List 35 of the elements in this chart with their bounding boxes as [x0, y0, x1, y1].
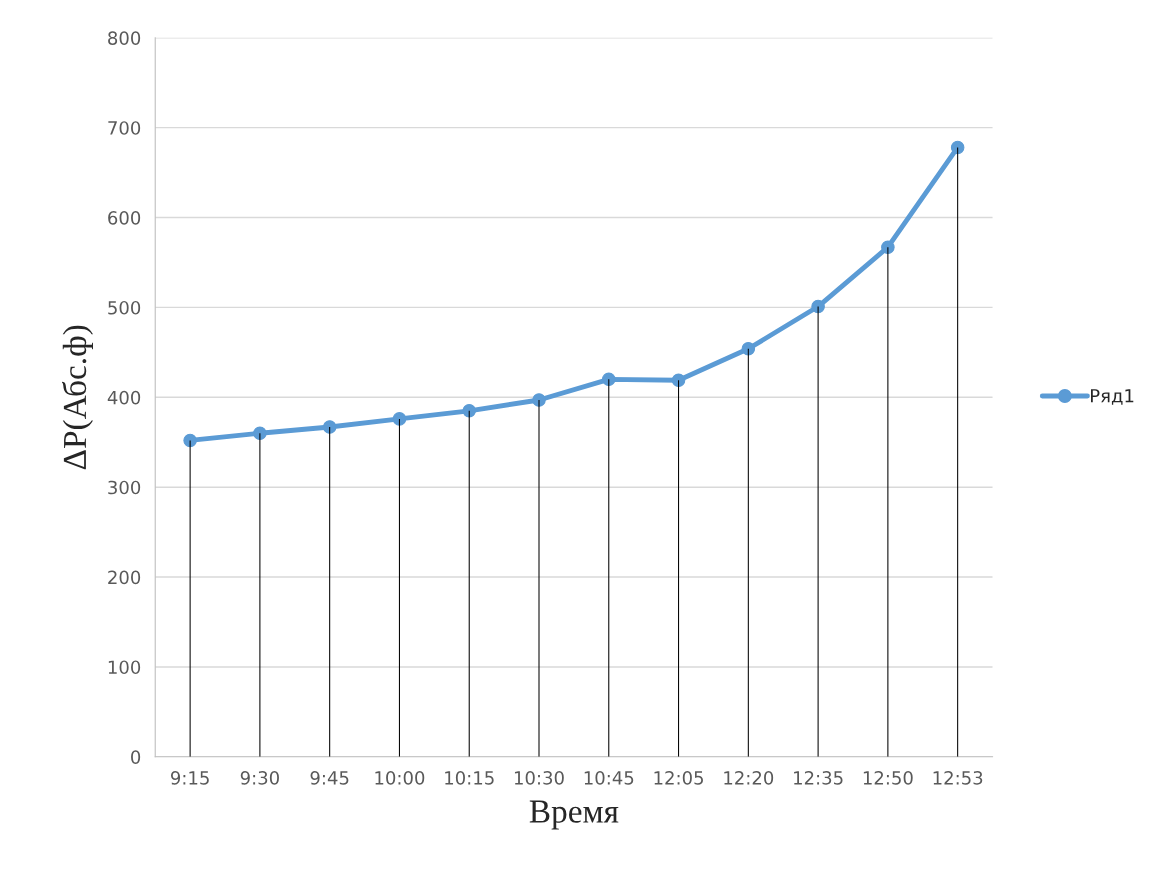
y-tick-label: 0 — [131, 750, 141, 764]
x-tick-label: 12:05 — [654, 771, 703, 785]
point — [950, 140, 965, 155]
point — [322, 420, 337, 434]
point — [741, 342, 756, 356]
point — [392, 412, 407, 426]
y-tick-label: 400 — [107, 390, 141, 405]
point — [671, 373, 686, 387]
y-tick-label: 100 — [108, 660, 141, 675]
y-tick-label: 700 — [108, 121, 141, 135]
y-tick-label: 800 — [108, 31, 141, 45]
point — [253, 426, 267, 441]
y-tick-label: 300 — [108, 480, 141, 495]
x-tick-label: 12:53 — [933, 771, 983, 785]
point — [602, 372, 616, 387]
legend-label: Ряд1 — [1091, 389, 1134, 405]
point — [462, 404, 476, 418]
point — [881, 240, 895, 254]
x-tick-label: 10:30 — [514, 771, 564, 785]
x-tick-label: 10:15 — [445, 771, 494, 785]
x-tick-label: 12:20 — [724, 771, 774, 785]
y-tick-label: 600 — [108, 211, 141, 225]
y-tick-label: 200 — [108, 570, 141, 585]
x-tick-label: 12:35 — [794, 771, 843, 785]
x-tick-label: 10:45 — [584, 771, 634, 785]
x-tick-label: 9:15 — [170, 771, 209, 785]
y-tick-label: 500 — [108, 300, 141, 315]
y-axis-title: ΔP(Абс.ф) — [62, 325, 93, 470]
x-tick-label: 9:30 — [240, 771, 279, 785]
point — [811, 299, 825, 314]
x-axis-title: Время — [529, 800, 619, 830]
x-tick-label: 10:00 — [375, 771, 425, 785]
point — [183, 433, 197, 448]
x-tick-label: 9:45 — [310, 771, 349, 785]
x-tick-label: 12:50 — [863, 771, 913, 785]
